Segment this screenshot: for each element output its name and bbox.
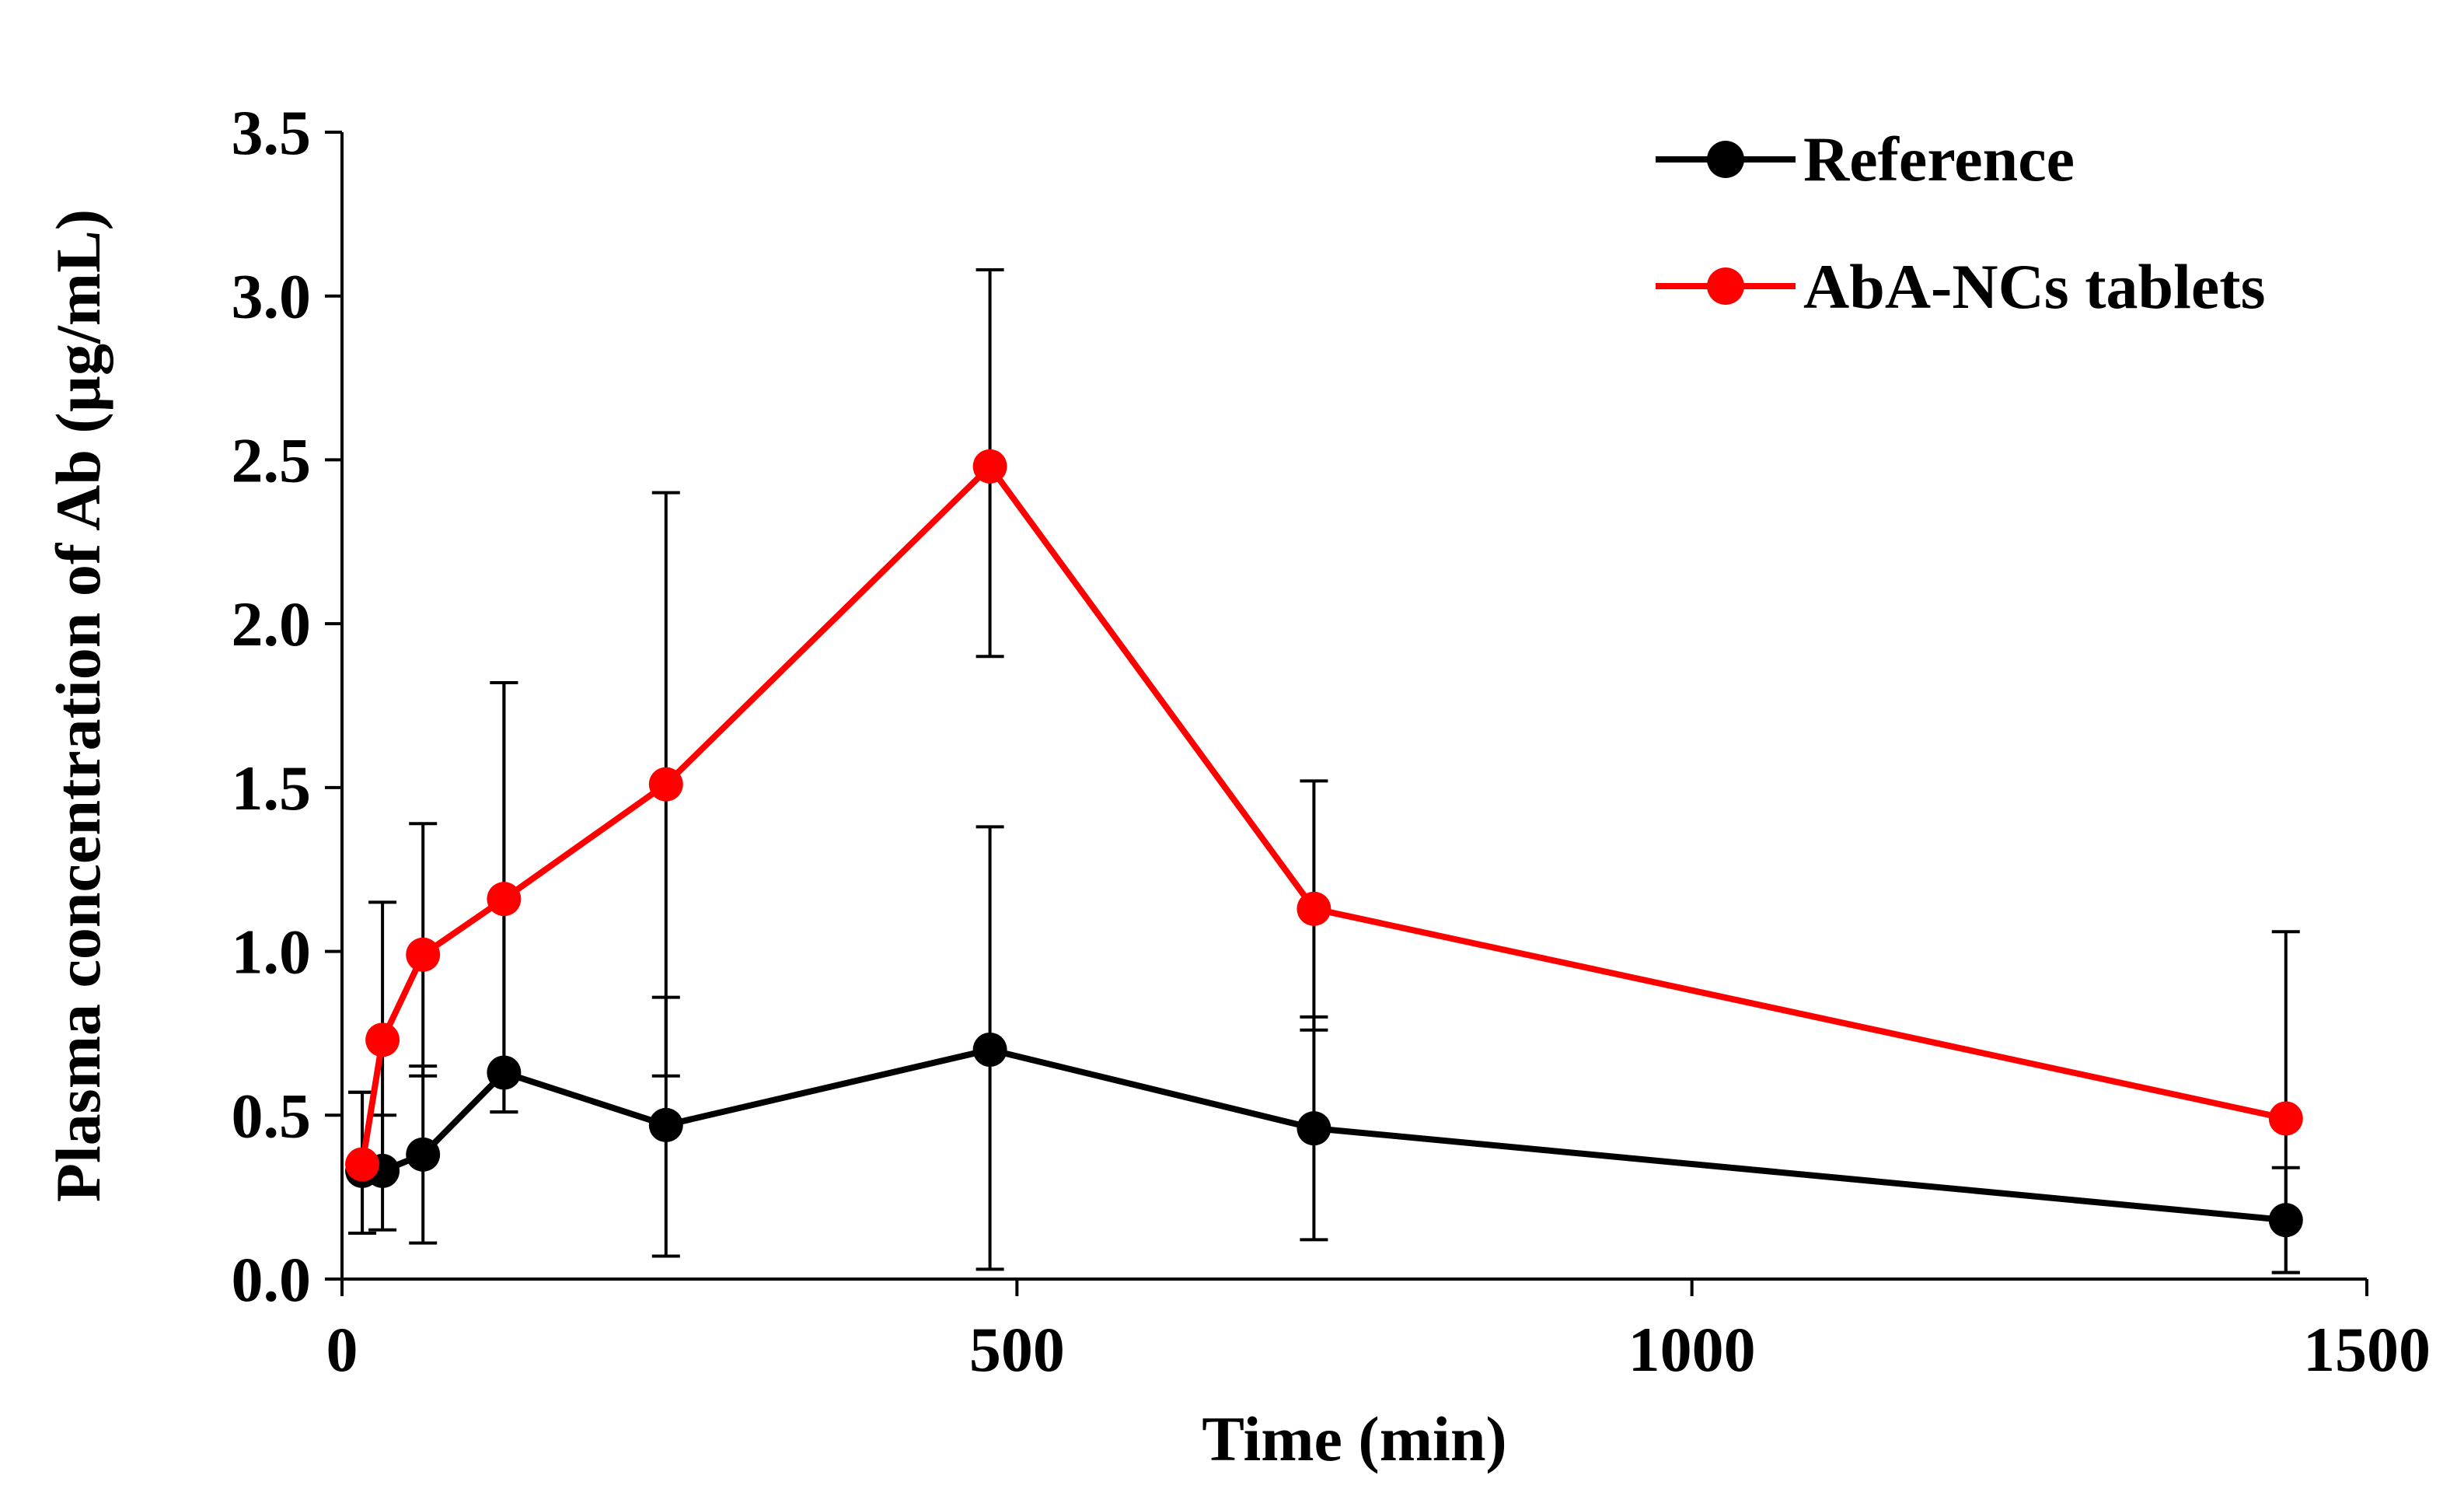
- y-tick-label: 3.5: [232, 97, 312, 168]
- y-tick-label: 0.5: [232, 1080, 312, 1151]
- legend-marker-reference: [1707, 141, 1744, 178]
- x-tick-label: 1000: [1628, 1314, 1756, 1385]
- data-point-aba-ncs-tablets: [406, 937, 441, 972]
- data-point-reference: [1297, 1111, 1331, 1146]
- x-tick-label: 500: [969, 1314, 1065, 1385]
- data-point-aba-ncs-tablets: [2268, 1101, 2303, 1136]
- x-axis-title: Time (min): [1202, 1403, 1507, 1474]
- y-tick-label: 2.0: [232, 589, 312, 659]
- y-tick-label: 0.0: [232, 1244, 312, 1315]
- x-tick-label: 1500: [2303, 1314, 2431, 1385]
- legend-label-aba-ncs-tablets: AbA-NCs tablets: [1803, 251, 2266, 322]
- y-axis-title: Plasma concentration of Ab (µg/mL): [43, 209, 113, 1202]
- data-point-reference: [972, 1033, 1007, 1067]
- y-axis-ticks: 0.0 0.5 1.0 1.5 2.0 2.5 3.0 3.5: [232, 97, 342, 1315]
- legend-marker-aba-ncs-tablets: [1707, 267, 1744, 305]
- data-point-reference: [406, 1137, 441, 1172]
- x-tick-label: 0: [326, 1314, 358, 1385]
- legend-item-aba-ncs-tablets: AbA-NCs tablets: [1656, 251, 2266, 322]
- series-aba-ncs-tablets: [345, 268, 2303, 1274]
- series-reference: [345, 681, 2303, 1274]
- data-point-aba-ncs-tablets: [648, 767, 683, 802]
- y-tick-label: 2.5: [232, 425, 312, 495]
- y-tick-label: 1.0: [232, 917, 312, 987]
- data-point-reference: [648, 1107, 683, 1142]
- legend: Reference AbA-NCs tablets: [1656, 124, 2266, 322]
- series-line-aba-ncs-tablets: [359, 463, 2287, 1166]
- series-layer: [345, 268, 2303, 1274]
- data-point-aba-ncs-tablets: [365, 1022, 400, 1057]
- legend-item-reference: Reference: [1656, 124, 2075, 194]
- y-tick-label: 3.0: [232, 261, 312, 332]
- data-point-aba-ncs-tablets: [487, 882, 522, 917]
- data-point-aba-ncs-tablets: [345, 1147, 380, 1182]
- data-point-aba-ncs-tablets: [1297, 891, 1331, 926]
- x-axis-ticks: 0 500 1000 1500: [326, 1279, 2431, 1385]
- y-tick-label: 1.5: [232, 753, 312, 823]
- data-point-aba-ncs-tablets: [972, 449, 1007, 484]
- legend-label-reference: Reference: [1803, 124, 2075, 194]
